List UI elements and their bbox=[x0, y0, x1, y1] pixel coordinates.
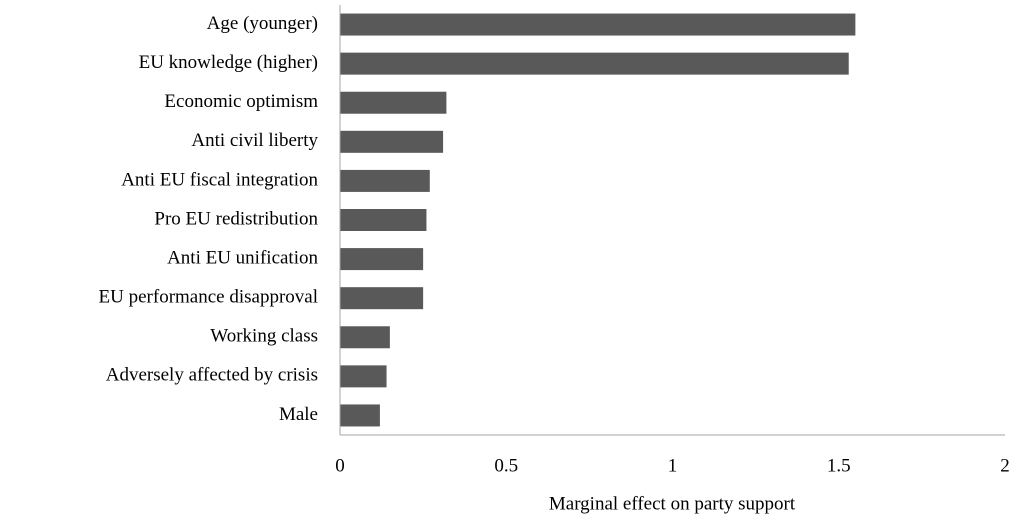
x-axis-title: Marginal effect on party support bbox=[549, 493, 796, 514]
x-tick-label: 1.5 bbox=[827, 455, 851, 476]
bar bbox=[340, 326, 390, 349]
bar bbox=[340, 13, 856, 36]
y-tick-label: EU performance disapproval bbox=[99, 287, 318, 308]
bar bbox=[340, 248, 424, 271]
bar bbox=[340, 52, 849, 75]
bar bbox=[340, 130, 444, 153]
bar bbox=[340, 404, 380, 427]
x-tick-label: 0 bbox=[335, 455, 345, 476]
bar bbox=[340, 209, 427, 231]
x-tick-label: 0.5 bbox=[494, 455, 518, 476]
y-tick-label: Age (younger) bbox=[207, 13, 318, 34]
y-tick-label: Male bbox=[279, 404, 318, 425]
x-tick-label: 1 bbox=[668, 455, 678, 476]
bar bbox=[340, 169, 430, 192]
bar bbox=[340, 365, 387, 388]
y-tick-label: Anti civil liberty bbox=[191, 130, 318, 151]
y-tick-label: Anti EU fiscal integration bbox=[121, 169, 318, 190]
y-tick-label: Working class bbox=[210, 326, 318, 347]
y-tick-label: EU knowledge (higher) bbox=[139, 52, 318, 73]
bar bbox=[340, 91, 447, 114]
y-tick-label: Adversely affected by crisis bbox=[106, 365, 318, 386]
x-tick-label: 2 bbox=[1000, 455, 1010, 476]
y-tick-label: Anti EU unification bbox=[167, 247, 318, 268]
y-tick-label: Pro EU redistribution bbox=[154, 208, 318, 229]
y-tick-label: Economic optimism bbox=[164, 91, 318, 112]
bar bbox=[340, 287, 424, 310]
